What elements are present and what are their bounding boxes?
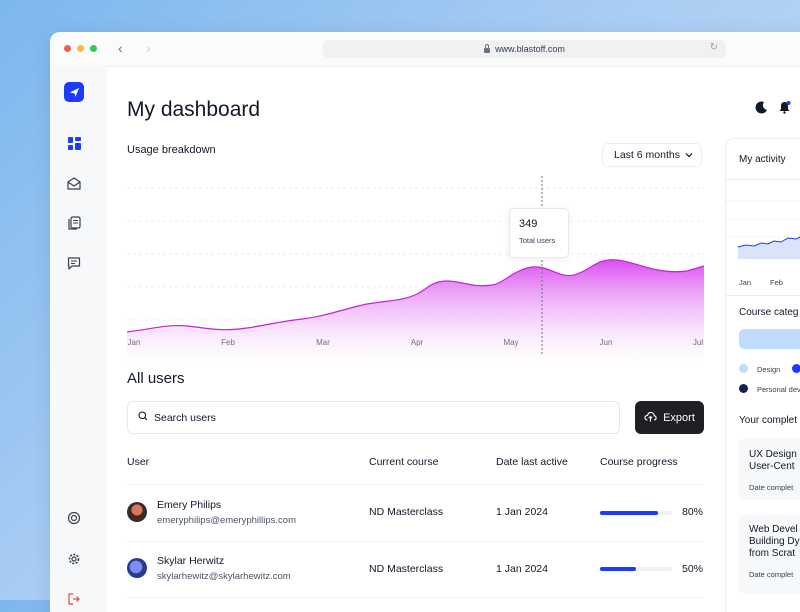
search-users-input[interactable]: Search users: [127, 401, 620, 434]
maximize-window-button[interactable]: [90, 45, 97, 52]
progress-percent: 50%: [682, 563, 704, 575]
progress-fill: [600, 567, 636, 571]
table-divider: [127, 597, 704, 598]
cloud-upload-icon: [644, 411, 657, 425]
column-header-date[interactable]: Date last active: [496, 456, 568, 468]
browser-chrome: ‹ › www.blastoff.com ↻: [50, 32, 800, 67]
user-name: Emery Philips: [157, 499, 222, 511]
message-icon[interactable]: [65, 254, 83, 272]
url-text: www.blastoff.com: [495, 44, 565, 54]
close-window-button[interactable]: [64, 45, 71, 52]
export-label: Export: [663, 411, 695, 424]
tooltip-value: 349: [519, 218, 538, 230]
usage-line: [127, 259, 704, 333]
chevron-down-icon: [685, 150, 693, 162]
current-course: ND Masterclass: [369, 563, 444, 575]
x-tick-label: Apr: [410, 338, 424, 347]
activity-title: My activity: [739, 154, 786, 165]
right-panel: My activity Jan Feb Course categ Design …: [725, 138, 800, 612]
inbox-icon[interactable]: [65, 174, 83, 192]
date-range-value: Last 6 months: [614, 149, 680, 161]
rocket-icon[interactable]: [64, 82, 84, 102]
progress-percent: 80%: [682, 506, 704, 518]
course-categories-title: Course categ: [739, 307, 799, 318]
x-tick-label: Jan: [127, 338, 141, 347]
table-divider: [127, 541, 704, 542]
card-subtitle: from Scrat: [749, 548, 796, 559]
card-meta: Date complet: [749, 483, 794, 492]
legend-swatch: [739, 384, 748, 393]
activity-x-label: Jan: [739, 278, 752, 287]
card-subtitle: User-Cent: [749, 461, 795, 472]
column-header-progress[interactable]: Course progress: [600, 456, 678, 468]
main-content: My dashboard Usage breakdown Last 6 mont…: [107, 76, 800, 612]
legend-swatch: [792, 364, 800, 373]
card-title: Web Devel: [749, 524, 798, 535]
avatar: [127, 502, 147, 522]
usage-area-chart: [127, 176, 704, 361]
card-meta: Date complet: [749, 570, 794, 579]
tooltip-label: Total users: [519, 236, 556, 245]
minimize-window-button[interactable]: [77, 45, 84, 52]
page-title: My dashboard: [127, 98, 261, 121]
table-divider: [127, 484, 704, 485]
progress-fill: [600, 511, 658, 515]
sidebar: [50, 66, 107, 612]
divider: [726, 295, 800, 296]
all-users-title: All users: [127, 370, 185, 387]
completed-courses-title: Your complet: [739, 415, 797, 426]
card-subtitle: Building Dy: [749, 536, 800, 547]
export-button[interactable]: Export: [635, 401, 704, 434]
dark-mode-icon[interactable]: [755, 101, 768, 119]
x-tick-label: Mar: [316, 338, 330, 347]
forward-icon[interactable]: ›: [146, 40, 151, 56]
x-tick-label: Jun: [599, 338, 613, 347]
column-header-course[interactable]: Current course: [369, 456, 439, 468]
activity-x-label: Feb: [770, 278, 783, 287]
user-email: emeryphilips@emeryphillips.com: [157, 515, 296, 526]
user-name: Skylar Herwitz: [157, 555, 225, 567]
x-tick-label: Feb: [221, 338, 235, 347]
logout-icon[interactable]: [65, 590, 83, 608]
progress-bar: [600, 567, 672, 571]
lock-icon: [484, 43, 491, 53]
column-header-user[interactable]: User: [127, 456, 150, 468]
divider: [726, 179, 800, 180]
reload-icon[interactable]: ↻: [709, 42, 718, 53]
address-bar[interactable]: www.blastoff.com ↻: [323, 40, 726, 58]
legend-swatch: [739, 364, 748, 373]
avatar: [127, 558, 147, 578]
usage-area-fill: [127, 259, 704, 361]
date-last-active: 1 Jan 2024: [496, 506, 548, 518]
notification-bell-icon[interactable]: [778, 101, 791, 119]
current-course: ND Masterclass: [369, 506, 444, 518]
user-email: skylarhewitz@skylarhewitz.com: [157, 571, 291, 582]
header-actions: [755, 101, 791, 119]
date-last-active: 1 Jan 2024: [496, 563, 548, 575]
completed-course-card[interactable]: UX Design User-Cent Date complet: [739, 438, 800, 500]
browser-window: ‹ › www.blastoff.com ↻: [50, 32, 800, 612]
category-bar-design: [739, 329, 800, 349]
search-icon: [138, 411, 148, 424]
x-tick-label: Jul: [692, 338, 704, 347]
date-range-select[interactable]: Last 6 months: [602, 143, 702, 167]
legend-label: Design: [757, 365, 781, 374]
card-title: UX Design: [749, 449, 797, 460]
search-placeholder: Search users: [154, 411, 216, 424]
help-icon[interactable]: [65, 509, 83, 527]
activity-chart: [726, 200, 800, 259]
documents-icon[interactable]: [65, 214, 83, 232]
progress-bar: [600, 511, 672, 515]
x-tick-label: May: [503, 338, 519, 347]
usage-breakdown-label: Usage breakdown: [127, 144, 216, 156]
settings-icon[interactable]: [65, 550, 83, 568]
chart-tooltip: 349 Total users: [509, 208, 569, 258]
dashboard-icon[interactable]: [65, 134, 83, 152]
back-icon[interactable]: ‹: [118, 40, 123, 56]
legend-label: Personal dev: [757, 385, 800, 394]
completed-course-card[interactable]: Web Devel Building Dy from Scrat Date co…: [739, 514, 800, 594]
